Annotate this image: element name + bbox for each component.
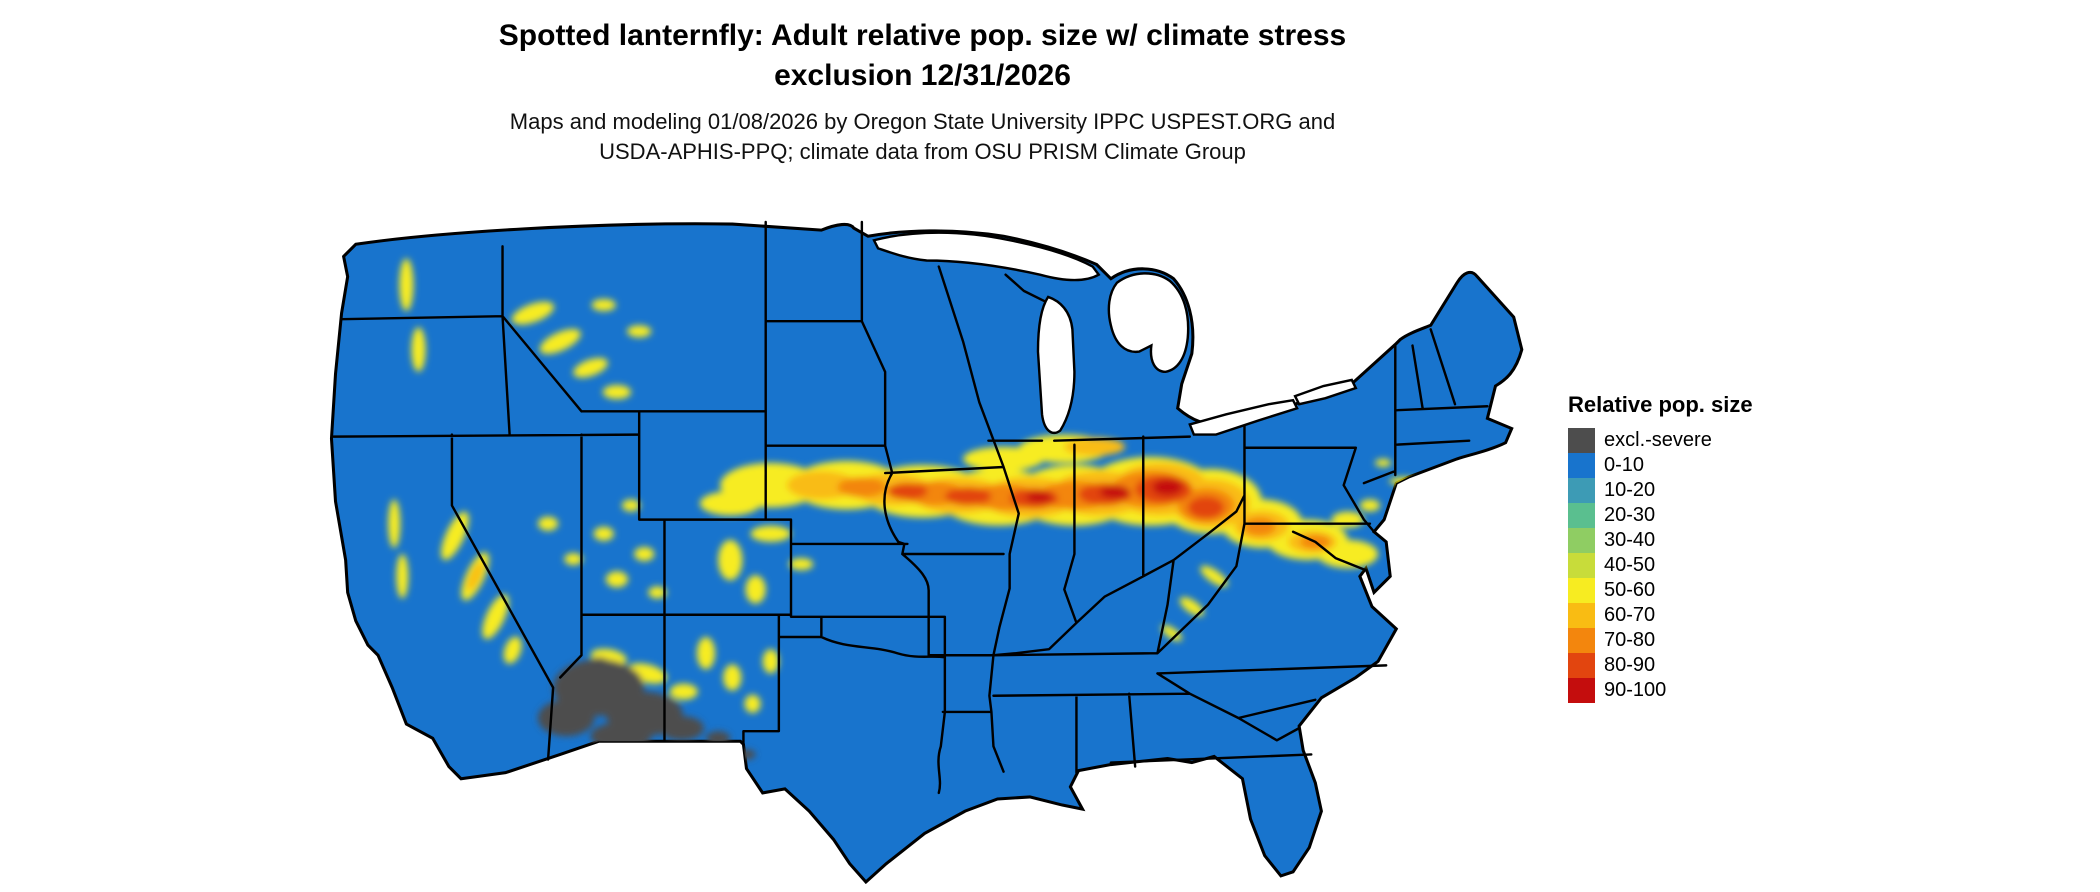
legend-item-label: 30-40 bbox=[1604, 529, 1656, 551]
legend-color-swatch bbox=[1568, 428, 1595, 453]
legend-item-label: 90-100 bbox=[1604, 679, 1667, 701]
legend-item-label: 0-10 bbox=[1604, 454, 1645, 476]
legend-item: 40-50 bbox=[1568, 553, 1753, 578]
legend-item: excl.-severe bbox=[1568, 428, 1753, 453]
figure-title: Spotted lanternfly: Adult relative pop. … bbox=[0, 16, 1845, 95]
legend-item: 30-40 bbox=[1568, 528, 1753, 553]
legend-color-swatch bbox=[1568, 678, 1595, 703]
figure-subtitle: Maps and modeling 01/08/2026 by Oregon S… bbox=[0, 107, 1845, 166]
us-map-svg bbox=[329, 220, 1524, 884]
legend-color-swatch bbox=[1568, 553, 1595, 578]
legend-item: 60-70 bbox=[1568, 603, 1753, 628]
legend-color-swatch bbox=[1568, 453, 1595, 478]
legend-color-swatch bbox=[1568, 503, 1595, 528]
legend-item: 70-80 bbox=[1568, 628, 1753, 653]
legend-item: 10-20 bbox=[1568, 478, 1753, 503]
figure-subtitle-line2: USDA-APHIS-PPQ; climate data from OSU PR… bbox=[599, 138, 1246, 164]
lake-ontario bbox=[1293, 378, 1358, 406]
legend-item-label: excl.-severe bbox=[1604, 429, 1712, 451]
figure-header: Spotted lanternfly: Adult relative pop. … bbox=[0, 16, 1845, 167]
legend-item: 90-100 bbox=[1568, 678, 1753, 703]
figure-title-line1: Spotted lanternfly: Adult relative pop. … bbox=[498, 19, 1347, 52]
legend-item: 80-90 bbox=[1568, 653, 1753, 678]
legend-color-swatch bbox=[1568, 478, 1595, 503]
legend-item: 0-10 bbox=[1568, 453, 1753, 478]
lake-erie bbox=[1188, 398, 1299, 436]
legend-item-label: 20-30 bbox=[1604, 504, 1656, 526]
legend-color-swatch bbox=[1568, 653, 1595, 678]
legend-item-label: 10-20 bbox=[1604, 479, 1656, 501]
us-map bbox=[295, 220, 1535, 884]
great-lakes bbox=[872, 231, 1358, 436]
figure-title-line2: exclusion 12/31/2026 bbox=[774, 58, 1071, 92]
legend-color-swatch bbox=[1568, 528, 1595, 553]
legend-item-label: 80-90 bbox=[1604, 654, 1656, 676]
lake-michigan bbox=[1036, 295, 1076, 435]
figure-subtitle-line1: Maps and modeling 01/08/2026 by Oregon S… bbox=[509, 109, 1336, 135]
legend-color-swatch bbox=[1568, 578, 1595, 603]
state-borders bbox=[332, 220, 1489, 795]
legend-items: excl.-severe 0-10 10-20 20-30 30-40 40-50 50-6… bbox=[1568, 428, 1753, 703]
legend-item: 20-30 bbox=[1568, 503, 1753, 528]
legend-item-label: 40-50 bbox=[1604, 554, 1656, 576]
heat-layer-darkred bbox=[1025, 479, 1183, 503]
legend-color-swatch bbox=[1568, 603, 1595, 628]
legend: Relative pop. size excl.-severe 0-10 10-20… bbox=[1568, 392, 1753, 703]
lake-huron bbox=[1107, 272, 1190, 374]
legend-title: Relative pop. size bbox=[1568, 392, 1753, 417]
legend-item: 50-60 bbox=[1568, 578, 1753, 603]
legend-item-label: 70-80 bbox=[1604, 629, 1656, 651]
legend-item-label: 60-70 bbox=[1604, 604, 1656, 626]
legend-color-swatch bbox=[1568, 628, 1595, 653]
legend-item-label: 50-60 bbox=[1604, 579, 1656, 601]
lake-superior bbox=[872, 231, 1101, 282]
